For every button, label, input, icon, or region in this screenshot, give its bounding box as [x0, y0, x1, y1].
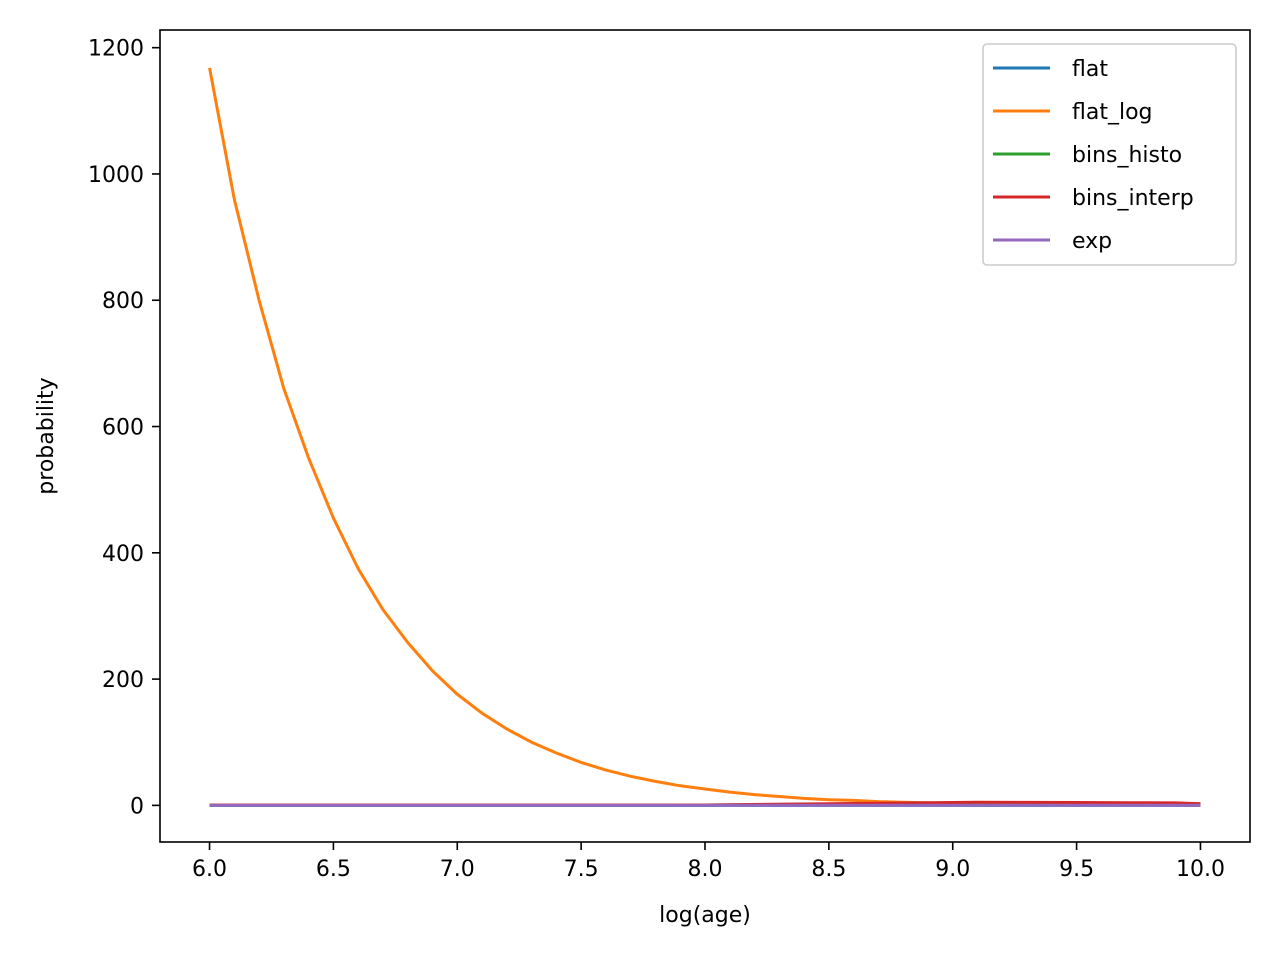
- x-tick-label: 10.0: [1176, 857, 1225, 882]
- x-tick-label: 9.0: [935, 857, 970, 882]
- x-tick-label: 7.0: [440, 857, 475, 882]
- y-tick-label: 0: [130, 794, 144, 819]
- x-tick-label: 6.0: [192, 857, 227, 882]
- x-tick-label: 8.5: [811, 857, 846, 882]
- plot-lines: [208, 67, 1201, 807]
- x-tick-label: 6.5: [316, 857, 351, 882]
- legend-label-flat: flat: [1072, 57, 1108, 82]
- legend-box: [982, 43, 1237, 266]
- y-tick-label: 200: [102, 668, 144, 693]
- y-tick-label: 400: [102, 542, 144, 567]
- legend-label-exp: exp: [1072, 229, 1112, 254]
- x-axis-label: log(age): [659, 903, 751, 928]
- x-tick-label: 8.0: [688, 857, 723, 882]
- y-tick-label: 1000: [88, 163, 144, 188]
- y-tick-label: 800: [102, 289, 144, 314]
- legend-label-bins-interp: bins_interp: [1072, 186, 1194, 211]
- y-axis-label: probability: [34, 377, 59, 494]
- y-tick-label: 1200: [88, 37, 144, 62]
- legend-label-bins-histo: bins_histo: [1072, 143, 1182, 168]
- y-axis: 0 200 400 600 800 1000 1200: [88, 37, 160, 819]
- x-tick-label: 9.5: [1059, 857, 1094, 882]
- x-tick-label: 7.5: [564, 857, 599, 882]
- x-axis: 6.0 6.5 7.0 7.5 8.0 8.5 9.0 9.5 10.0: [192, 842, 1225, 882]
- legend-label-flat-log: flat_log: [1072, 100, 1153, 125]
- y-tick-label: 600: [102, 416, 144, 441]
